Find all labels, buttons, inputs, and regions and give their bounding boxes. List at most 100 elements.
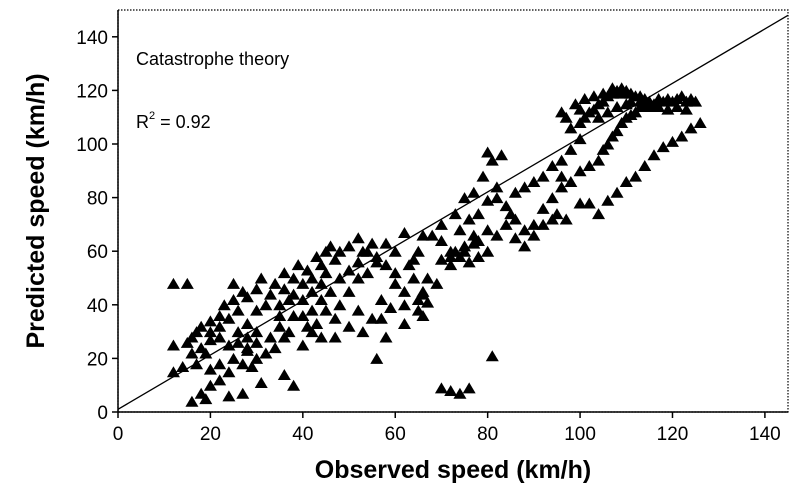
data-point — [333, 299, 347, 311]
data-point — [444, 259, 458, 271]
data-point — [356, 326, 370, 338]
data-point — [166, 277, 180, 289]
data-point — [240, 342, 254, 354]
data-point — [471, 208, 485, 220]
y-axis-ticks: 0 20 40 60 80 100 120 140 — [76, 28, 118, 424]
data-point — [384, 301, 398, 313]
data-point — [250, 336, 264, 348]
data-point — [564, 176, 578, 188]
data-point — [555, 170, 569, 182]
x-tick-label: 140 — [749, 424, 781, 445]
data-point — [555, 106, 569, 118]
data-point — [397, 299, 411, 311]
y-axis-title: Predicted speed (km/h) — [22, 73, 50, 348]
data-point — [263, 331, 277, 343]
data-point — [310, 318, 324, 330]
data-point — [689, 95, 703, 107]
data-point — [277, 267, 291, 279]
y-tick-label: 80 — [87, 189, 108, 210]
data-point — [245, 360, 259, 372]
data-point — [536, 202, 550, 214]
data-point — [545, 213, 559, 225]
data-point — [508, 213, 522, 225]
data-point — [240, 291, 254, 303]
data-point — [365, 237, 379, 249]
data-points-group — [166, 82, 707, 407]
r-squared-label: R2 = 0.92 — [136, 110, 211, 132]
data-point — [601, 138, 615, 150]
data-point — [596, 87, 610, 99]
data-point — [379, 331, 393, 343]
data-point — [416, 310, 430, 322]
data-point — [254, 272, 268, 284]
data-point — [231, 336, 245, 348]
data-point — [287, 272, 301, 284]
data-point — [190, 358, 204, 370]
data-point — [434, 218, 448, 230]
data-point — [605, 82, 619, 94]
data-point — [462, 213, 476, 225]
data-point — [273, 310, 287, 322]
data-point — [642, 100, 656, 112]
data-point — [250, 304, 264, 316]
data-point — [467, 186, 481, 198]
data-point — [333, 245, 347, 257]
data-point — [411, 245, 425, 257]
data-point — [471, 251, 485, 263]
data-point — [444, 245, 458, 257]
data-point — [180, 277, 194, 289]
x-axis-ticks: 0 20 40 60 80 100 120 140 — [113, 412, 781, 445]
y-tick-label: 0 — [97, 403, 108, 424]
data-point — [231, 304, 245, 316]
data-point — [305, 285, 319, 297]
data-point — [259, 347, 273, 359]
data-point — [180, 336, 194, 348]
data-point — [564, 122, 578, 134]
data-point — [379, 259, 393, 271]
data-point — [448, 208, 462, 220]
data-point — [240, 318, 254, 330]
data-point — [490, 181, 504, 193]
data-point — [499, 218, 513, 230]
data-point — [310, 251, 324, 263]
data-point — [213, 320, 227, 332]
data-point — [684, 122, 698, 134]
x-tick-label: 100 — [564, 424, 596, 445]
data-point — [416, 288, 430, 300]
data-point — [601, 106, 615, 118]
data-point — [592, 111, 606, 123]
data-point — [365, 312, 379, 324]
data-point — [647, 149, 661, 161]
data-point — [203, 326, 217, 338]
data-point — [610, 186, 624, 198]
data-point — [508, 232, 522, 244]
data-point — [213, 331, 227, 343]
data-point — [319, 267, 333, 279]
data-point — [555, 181, 569, 193]
data-point — [527, 218, 541, 230]
data-point — [342, 285, 356, 297]
data-point — [227, 293, 241, 305]
data-point — [227, 277, 241, 289]
x-tick-label: 60 — [385, 424, 406, 445]
data-point — [374, 293, 388, 305]
data-point — [471, 234, 485, 246]
data-point — [559, 213, 573, 225]
data-point — [176, 360, 190, 372]
data-point — [351, 304, 365, 316]
data-point — [314, 259, 328, 271]
data-point — [374, 312, 388, 324]
data-point — [638, 159, 652, 171]
r-squared-value: = 0.92 — [155, 112, 211, 132]
data-point — [250, 352, 264, 364]
data-point — [421, 272, 435, 284]
data-point — [305, 272, 319, 284]
data-point — [351, 256, 365, 268]
data-point — [430, 277, 444, 289]
data-point — [361, 245, 375, 257]
data-point — [601, 194, 615, 206]
data-point — [545, 192, 559, 204]
data-point — [619, 176, 633, 188]
data-point — [495, 149, 509, 161]
data-point — [287, 310, 301, 322]
